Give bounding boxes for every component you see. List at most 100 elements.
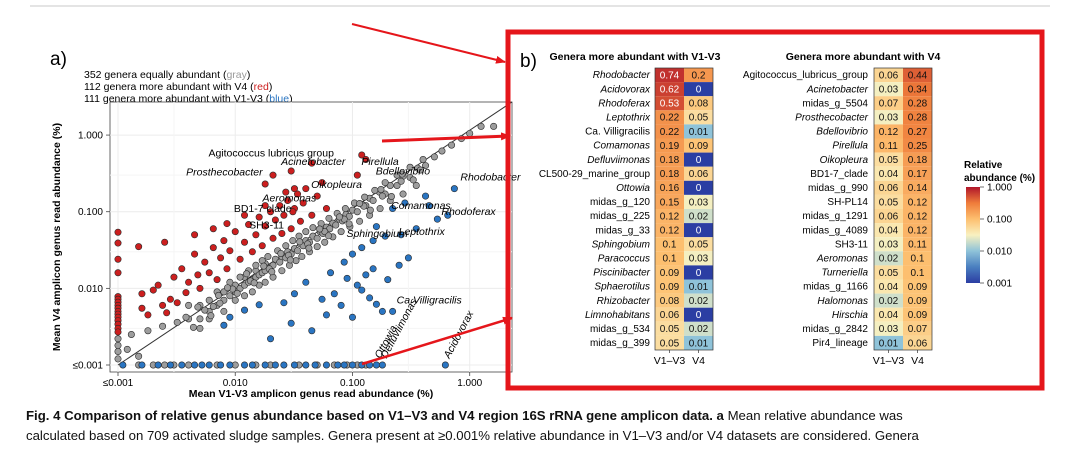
heatmap-cell-value: 0.1 xyxy=(663,240,677,251)
column-label: V1–V3 xyxy=(873,355,905,367)
heatmap-cell-value: 0.03 xyxy=(879,324,899,335)
heatmap-cell-value: 0 xyxy=(696,155,702,166)
data-point xyxy=(252,261,260,269)
data-point xyxy=(404,254,412,262)
data-point xyxy=(241,238,249,246)
data-point xyxy=(366,206,374,214)
data-point xyxy=(284,197,292,205)
heatmap-cell xyxy=(874,152,903,167)
genus-label: Ottowia xyxy=(616,183,650,194)
data-point xyxy=(250,279,258,287)
genus-label: Leptothrix xyxy=(606,112,651,123)
heatmap-cell xyxy=(874,293,903,308)
data-point xyxy=(178,361,186,369)
heatmap-cell xyxy=(874,223,903,238)
heatmap-cell xyxy=(903,279,932,294)
heatmap-cell xyxy=(903,237,932,252)
data-point xyxy=(341,205,349,213)
data-point xyxy=(302,228,310,236)
heatmap-border xyxy=(654,67,714,351)
heatmap-cell-value: 0.06 xyxy=(879,70,899,81)
data-point xyxy=(313,192,321,200)
data-point xyxy=(191,250,199,258)
heatmap-cell xyxy=(684,110,713,125)
data-point xyxy=(377,185,385,193)
heatmap-cell-value: 0 xyxy=(696,268,702,279)
genus-label: Pir4_lineage xyxy=(812,338,868,349)
heatmap-cell-value: 0.74 xyxy=(660,70,680,81)
data-point xyxy=(223,220,231,228)
heatmap-cell-value: 0.03 xyxy=(879,240,899,251)
data-point xyxy=(378,192,386,200)
data-point xyxy=(209,302,217,310)
data-point xyxy=(138,361,146,369)
heatmap-cell-value: 0.18 xyxy=(660,155,680,166)
data-point xyxy=(393,181,401,189)
data-point xyxy=(322,205,330,213)
heatmap-cell-value: 0.1 xyxy=(663,254,677,265)
data-point xyxy=(189,323,197,331)
point-annotation: Aeromonas xyxy=(262,193,317,205)
data-point xyxy=(114,239,122,247)
heatmap-cell xyxy=(903,96,932,111)
heatmap-cell-value: 0.16 xyxy=(660,183,680,194)
data-point xyxy=(348,313,356,321)
data-point xyxy=(441,361,449,369)
data-point xyxy=(144,311,152,319)
data-point xyxy=(144,327,152,335)
genus-label: Acinetobacter xyxy=(806,84,869,95)
data-point xyxy=(450,185,458,193)
data-point xyxy=(356,217,364,225)
genus-label: midas_g_1291 xyxy=(802,211,868,222)
heatmap-cell xyxy=(655,223,684,238)
heatmap-cell xyxy=(655,293,684,308)
genus-label: Ca. Villigracilis xyxy=(585,127,650,138)
genus-label: midas_g_2842 xyxy=(802,324,868,335)
heatmap-cell xyxy=(684,251,713,266)
data-point xyxy=(353,208,361,216)
data-point xyxy=(207,312,215,320)
data-point xyxy=(248,248,256,256)
x-tick-label: ≤0.001 xyxy=(103,378,134,389)
data-point xyxy=(361,193,369,201)
heatmap-cell-value: 0.02 xyxy=(879,254,899,265)
data-point xyxy=(135,352,143,360)
data-point xyxy=(173,299,181,307)
data-point xyxy=(154,361,162,369)
data-point xyxy=(389,307,397,315)
heatmap-cell xyxy=(655,237,684,252)
data-point xyxy=(422,192,430,200)
data-point xyxy=(296,217,304,225)
heatmap-cell-value: 0.03 xyxy=(879,113,899,124)
data-point xyxy=(318,179,326,187)
heatmap-cell-value: 0.06 xyxy=(689,169,709,180)
genus-label: Rhodobacter xyxy=(593,70,651,81)
heatmap-cell-value: 0.09 xyxy=(908,282,928,293)
data-point xyxy=(466,129,474,137)
heatmap-cell xyxy=(874,180,903,195)
data-point xyxy=(278,229,286,237)
data-point xyxy=(372,361,380,369)
data-point xyxy=(114,328,122,336)
heatmap-cell-value: 0.01 xyxy=(689,338,709,349)
data-point xyxy=(196,324,204,332)
data-point xyxy=(159,322,167,330)
heatmap-cell xyxy=(684,279,713,294)
heatmap-cell xyxy=(874,237,903,252)
heatmap-cell-value: 0.27 xyxy=(908,127,928,138)
heatmap-cell xyxy=(655,209,684,224)
data-point xyxy=(345,220,353,228)
data-point xyxy=(271,216,279,224)
data-point xyxy=(194,271,202,279)
data-point xyxy=(280,211,288,219)
caption-line-1: Fig. 4 Comparison of relative genus abun… xyxy=(26,406,1072,426)
data-point xyxy=(241,292,249,300)
point-annotation: Agitococcus lubricus group xyxy=(208,147,334,159)
heatmap-cell-value: 0.05 xyxy=(689,240,709,251)
data-point xyxy=(376,205,384,213)
genus-label: midas_g_4089 xyxy=(802,225,868,236)
heatmap-cell xyxy=(655,96,684,111)
data-point xyxy=(358,286,366,294)
genus-label: Pirellula xyxy=(832,141,868,152)
heatmap-cell xyxy=(684,152,713,167)
